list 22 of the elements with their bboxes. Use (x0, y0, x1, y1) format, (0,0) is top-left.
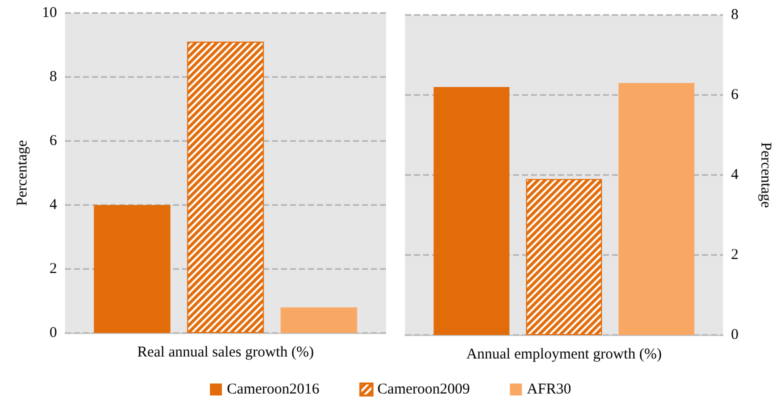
bar (434, 87, 510, 335)
bar (280, 307, 358, 333)
y-tick-label: 4 (731, 167, 739, 183)
legend-label: Cameroon2009 (377, 382, 470, 398)
y-tick-label: 8 (50, 69, 57, 85)
y-axis-title: Percentage (14, 140, 30, 206)
y-tick-label: 2 (50, 261, 57, 277)
x-tick-label: Annual employment growth (%) (466, 346, 662, 362)
bar (618, 83, 694, 335)
bar (94, 205, 170, 333)
y-tick-label: 8 (731, 7, 738, 23)
y-axis-title: Percentage (758, 142, 774, 208)
legend-label: AFR30 (526, 382, 572, 398)
y-tick-label: 4 (50, 197, 58, 213)
legend-label: Cameroon2016 (226, 382, 320, 398)
y-tick-label: 0 (731, 327, 738, 343)
y-tick-label: 6 (50, 133, 58, 149)
y-tick-label: 6 (731, 87, 739, 103)
y-tick-label: 2 (731, 247, 738, 263)
x-tick-label: Real annual sales growth (%) (137, 344, 314, 360)
y-tick-label: 0 (50, 325, 57, 341)
y-tick-label: 10 (42, 5, 57, 21)
